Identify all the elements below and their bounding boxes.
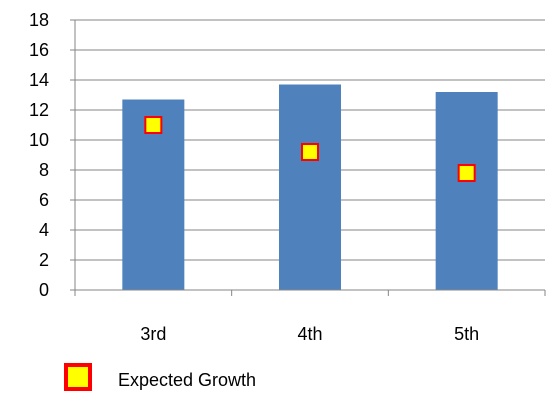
- y-tick-label: 0: [39, 280, 49, 300]
- expected-growth-marker: [144, 116, 163, 134]
- bar: [279, 84, 341, 290]
- legend-label: Expected Growth: [118, 370, 256, 390]
- y-tick-label: 12: [29, 100, 49, 120]
- y-tick-label: 8: [39, 160, 49, 180]
- y-tick-label: 6: [39, 190, 49, 210]
- expected-growth-marker: [457, 164, 476, 182]
- x-tick-label: 3rd: [140, 324, 166, 344]
- y-tick-label: 14: [29, 70, 49, 90]
- y-tick-label: 4: [39, 220, 49, 240]
- x-tick-label: 5th: [454, 324, 479, 344]
- bars: [122, 84, 498, 290]
- legend-swatch: [64, 363, 92, 391]
- x-tick-label: 4th: [297, 324, 322, 344]
- axes: 0 2 4 6 8 10 12 14 16 18 3rd 4th 5th: [29, 10, 546, 344]
- y-tick-label: 16: [29, 40, 49, 60]
- y-tick-label: 10: [29, 130, 49, 150]
- expected-growth-marker: [301, 143, 319, 161]
- y-tick-label: 2: [39, 250, 49, 270]
- bar: [435, 92, 498, 290]
- legend: Expected Growth: [64, 363, 256, 391]
- y-tick-label: 18: [29, 10, 49, 30]
- markers: [144, 116, 476, 182]
